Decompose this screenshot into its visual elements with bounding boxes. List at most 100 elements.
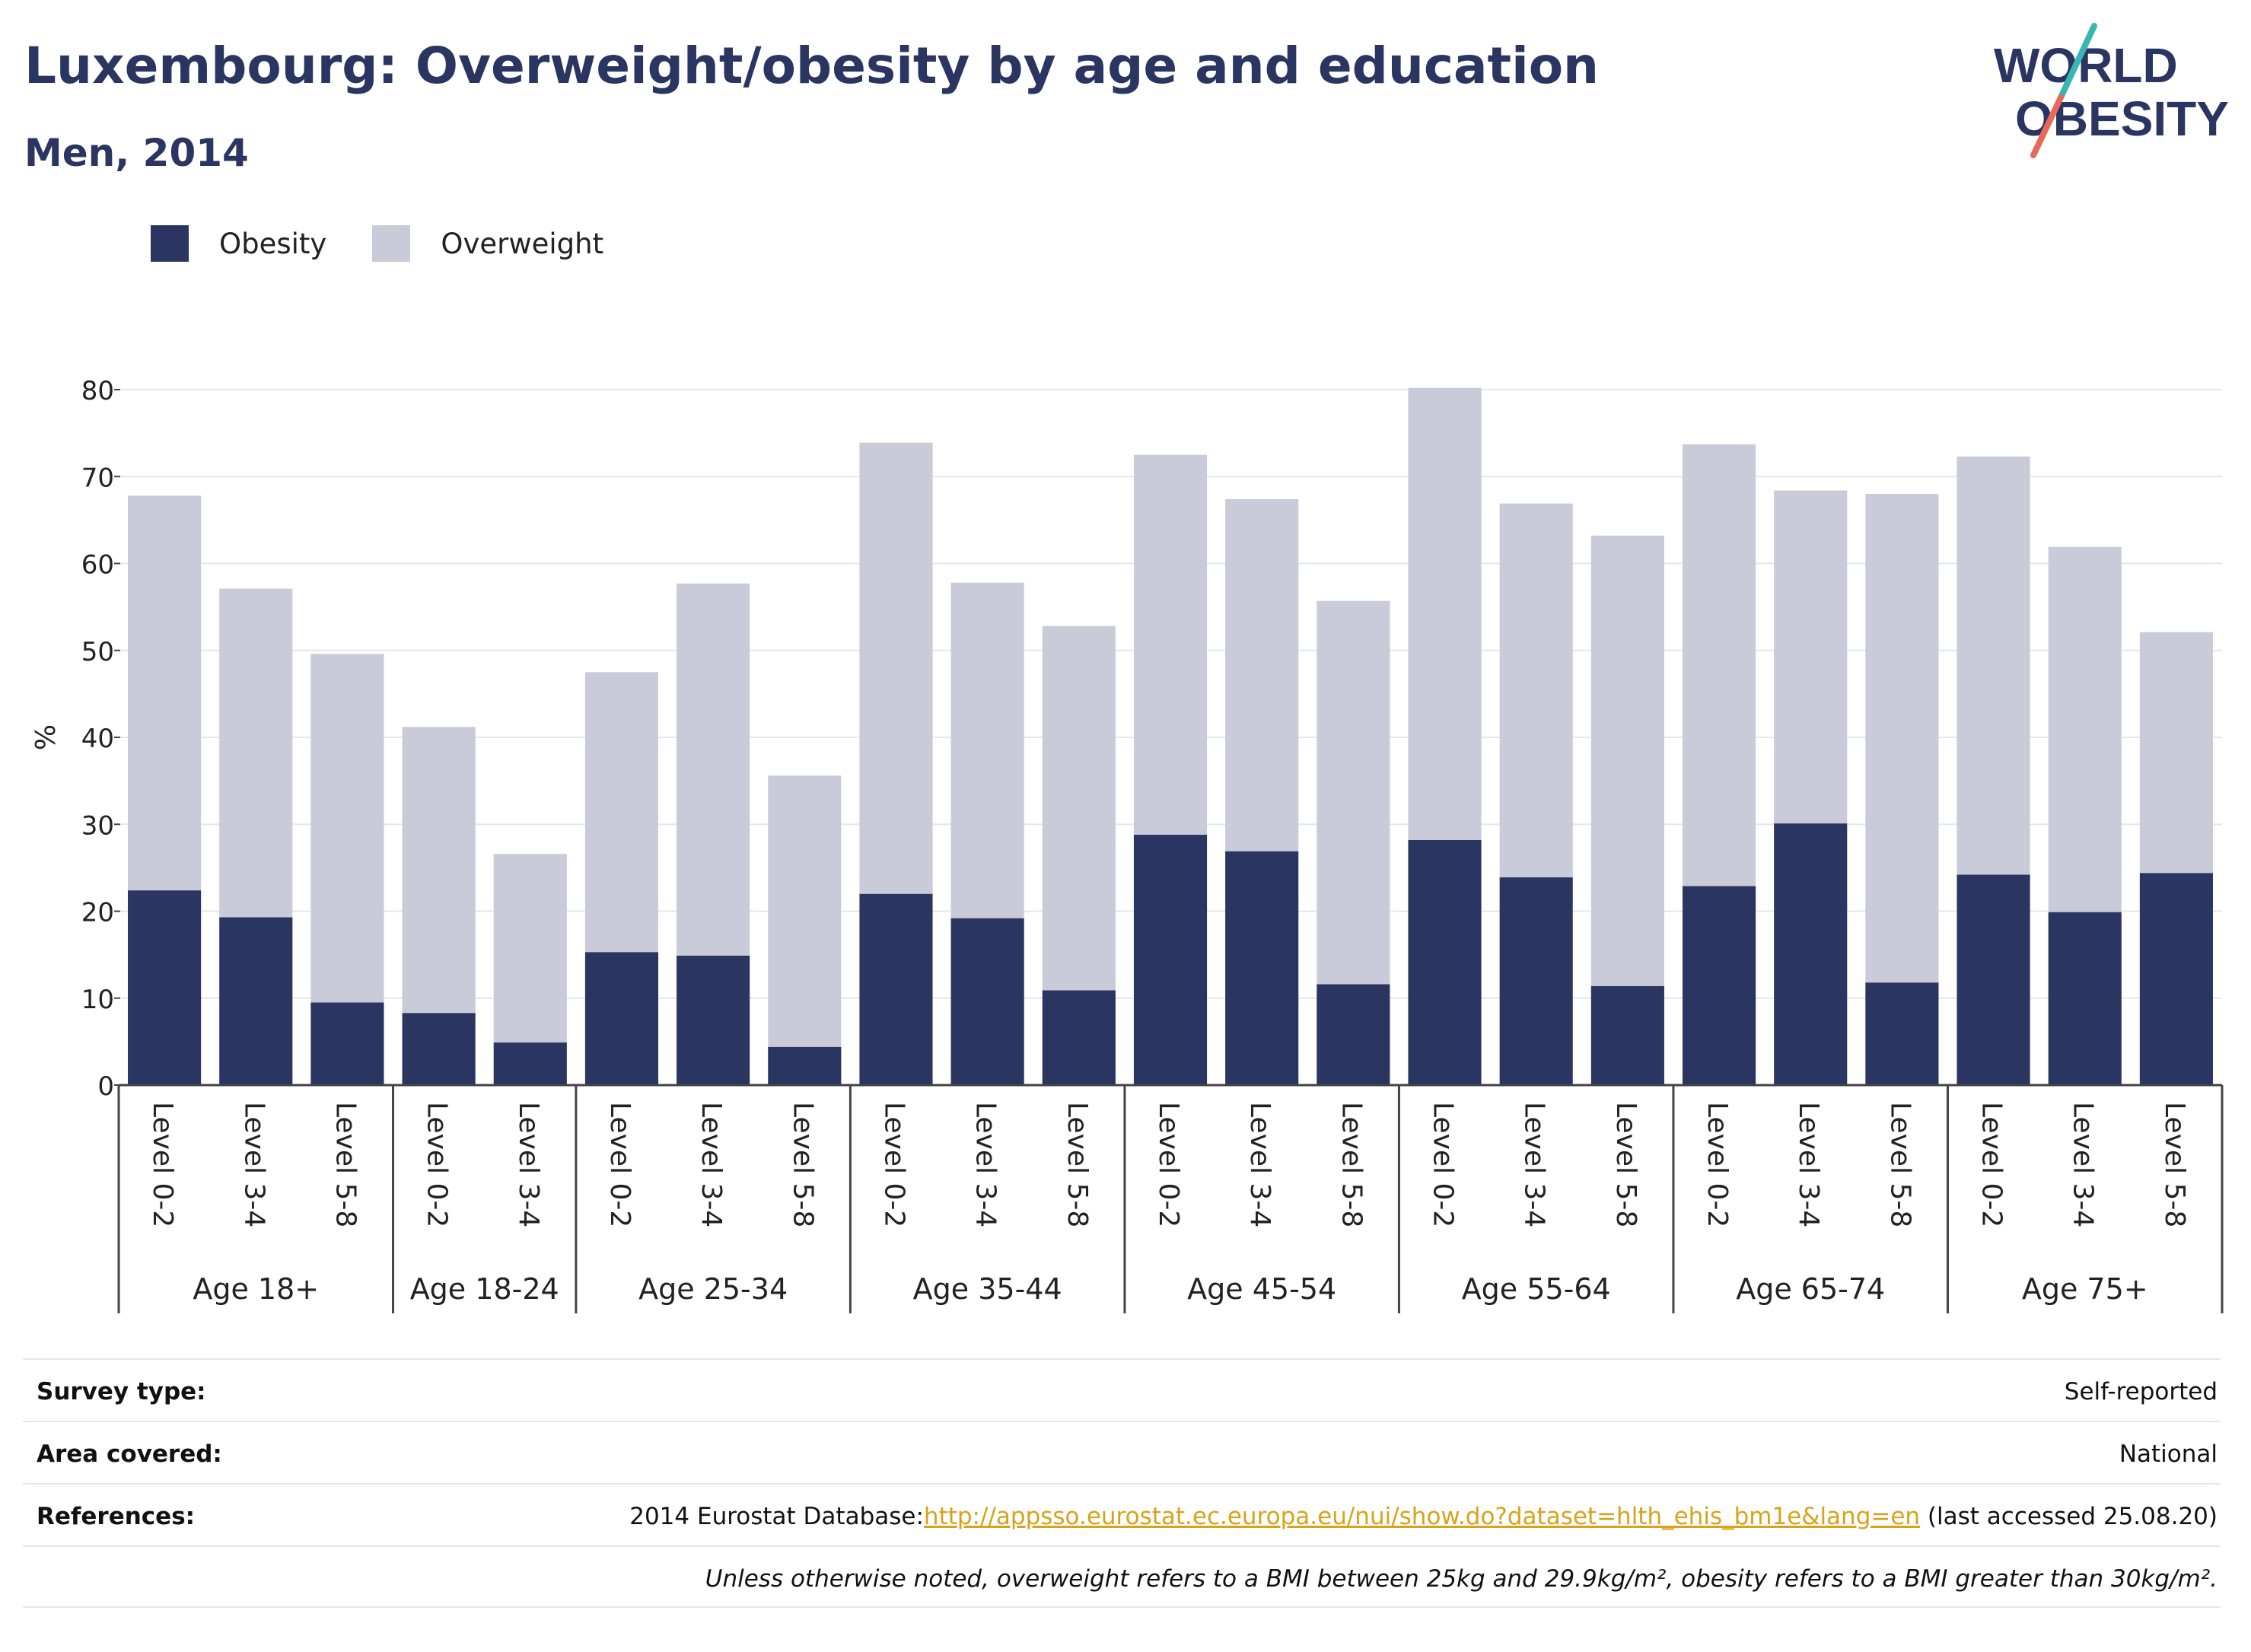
- bar-overweight: [128, 495, 202, 891]
- bar-obesity: [1590, 985, 1664, 1085]
- y-tick-label: 50: [81, 637, 114, 667]
- world-obesity-logo: WORLD OBESITY: [1994, 23, 2229, 158]
- x-tick-label: Level 3-4: [696, 1102, 727, 1227]
- bar-obesity: [1774, 823, 1848, 1085]
- page-subtitle: Men, 2014: [24, 131, 249, 175]
- bmi-definition-note: Unless otherwise noted, overweight refer…: [705, 1565, 2218, 1593]
- y-tick-label: 0: [97, 1071, 114, 1102]
- bar-overweight: [493, 854, 567, 1043]
- x-tick-label: Level 0-2: [1428, 1102, 1459, 1227]
- bar-overweight: [2139, 632, 2213, 874]
- legend-item-obesity: Obesity: [151, 225, 326, 262]
- legend-label-overweight: Overweight: [441, 227, 604, 260]
- bar-overweight: [1408, 387, 1482, 840]
- bar-obesity: [950, 918, 1024, 1085]
- y-tick-label: 40: [81, 724, 114, 754]
- legend-label-obesity: Obesity: [219, 227, 327, 260]
- legend-swatch-obesity: [151, 225, 189, 262]
- bar-overweight: [1590, 535, 1664, 986]
- bar-overweight: [1682, 444, 1756, 886]
- logo-slash-teal: [2058, 23, 2097, 100]
- bar-overweight: [584, 672, 659, 953]
- bar-overweight: [1133, 454, 1208, 835]
- bar-overweight: [768, 775, 842, 1047]
- footer-row-references: References: 2014 Eurostat Database:http:…: [23, 1483, 2221, 1545]
- x-tick-label: Level 5-8: [1610, 1102, 1641, 1227]
- x-tick-label: Level 3-4: [1793, 1102, 1824, 1227]
- group-label: Age 35-44: [913, 1272, 1062, 1306]
- bar-obesity: [1956, 874, 2030, 1085]
- x-tick-label: Level 3-4: [1244, 1102, 1275, 1227]
- bar-obesity: [1225, 851, 1299, 1085]
- x-tick-label: Level 3-4: [970, 1102, 1001, 1227]
- y-tick-label: 70: [81, 463, 114, 493]
- bar-obesity: [1133, 834, 1208, 1085]
- bar-obesity: [493, 1042, 567, 1085]
- survey-type-value: Self-reported: [2064, 1378, 2218, 1405]
- bar-obesity: [2048, 912, 2122, 1085]
- survey-type-label: Survey type:: [37, 1378, 206, 1405]
- x-tick-label: Level 0-2: [422, 1102, 453, 1227]
- area-covered-label: Area covered:: [37, 1440, 222, 1468]
- footer-row-area: Area covered: National: [23, 1421, 2221, 1483]
- y-axis-label: %: [30, 724, 62, 750]
- bar-overweight: [1225, 498, 1299, 851]
- group-label: Age 18-24: [410, 1272, 559, 1306]
- bar-overweight: [2048, 546, 2122, 912]
- group-label: Age 18+: [193, 1272, 319, 1306]
- bar-overweight: [1956, 456, 2030, 875]
- footer-row-note: Unless otherwise noted, overweight refer…: [23, 1545, 2221, 1608]
- bar-obesity: [768, 1046, 842, 1085]
- y-tick-label: 10: [81, 985, 114, 1015]
- x-tick-label: Level 5-8: [1336, 1102, 1367, 1227]
- references-prefix: 2014 Eurostat Database:: [629, 1503, 924, 1530]
- bar-obesity: [2139, 873, 2213, 1085]
- x-tick-label: Level 3-4: [513, 1102, 544, 1227]
- x-tick-label: Level 0-2: [1153, 1102, 1184, 1227]
- y-tick-label: 20: [81, 898, 114, 928]
- bar-obesity: [1499, 877, 1573, 1085]
- bar-obesity: [584, 952, 659, 1085]
- references-value: 2014 Eurostat Database:http://appsso.eur…: [629, 1503, 2218, 1530]
- y-tick-label: 60: [81, 550, 114, 581]
- bar-overweight: [1865, 494, 1939, 983]
- references-link[interactable]: http://appsso.eurostat.ec.europa.eu/nui/…: [923, 1503, 1921, 1530]
- bar-obesity: [1042, 990, 1116, 1085]
- bar-obesity: [1682, 886, 1756, 1085]
- x-tick-label: Level 0-2: [604, 1102, 635, 1227]
- x-tick-label: Level 3-4: [2068, 1102, 2099, 1227]
- legend-swatch-overweight: [372, 225, 411, 262]
- bar-overweight: [402, 727, 476, 1014]
- x-tick-label: Level 0-2: [878, 1102, 909, 1227]
- group-label: Age 25-34: [638, 1272, 788, 1306]
- bar-overweight: [677, 583, 750, 956]
- bar-obesity: [128, 890, 202, 1085]
- bar-obesity: [677, 955, 750, 1085]
- references-suffix: (last accessed 25.08.20): [1920, 1503, 2218, 1530]
- references-label: References:: [37, 1503, 196, 1530]
- x-tick-label: Level 5-8: [330, 1102, 361, 1227]
- chart-legend: Obesity Overweight: [151, 225, 649, 262]
- bar-overweight: [950, 582, 1024, 918]
- x-tick-label: Level 5-8: [1884, 1102, 1915, 1227]
- x-tick-label: Level 5-8: [1062, 1102, 1093, 1227]
- bar-overweight: [310, 654, 384, 1003]
- area-covered-value: National: [2119, 1440, 2218, 1468]
- chart-footer: Survey type: Self-reported Area covered:…: [23, 1358, 2221, 1608]
- bar-obesity: [219, 917, 293, 1085]
- bar-overweight: [859, 442, 933, 894]
- bar-obesity: [859, 893, 933, 1085]
- y-tick-label: 30: [81, 810, 114, 841]
- footer-row-survey-type: Survey type: Self-reported: [23, 1358, 2221, 1421]
- x-tick-label: Level 3-4: [1519, 1102, 1550, 1227]
- logo-slash-coral: [2030, 94, 2064, 158]
- x-tick-label: Level 0-2: [1976, 1102, 2007, 1227]
- legend-item-overweight: Overweight: [372, 225, 603, 262]
- bar-overweight: [1042, 625, 1116, 991]
- stacked-bar-chart: 0 10 20 30 40 50 60 70 80% Level 0-2 Level 3-4 Leve…: [30, 376, 2224, 1313]
- bar-overweight: [1317, 600, 1390, 985]
- x-tick-label: Level 0-2: [147, 1102, 178, 1227]
- bar-obesity: [402, 1013, 476, 1085]
- group-label: Age 75+: [2022, 1272, 2148, 1306]
- bar-obesity: [1408, 839, 1482, 1085]
